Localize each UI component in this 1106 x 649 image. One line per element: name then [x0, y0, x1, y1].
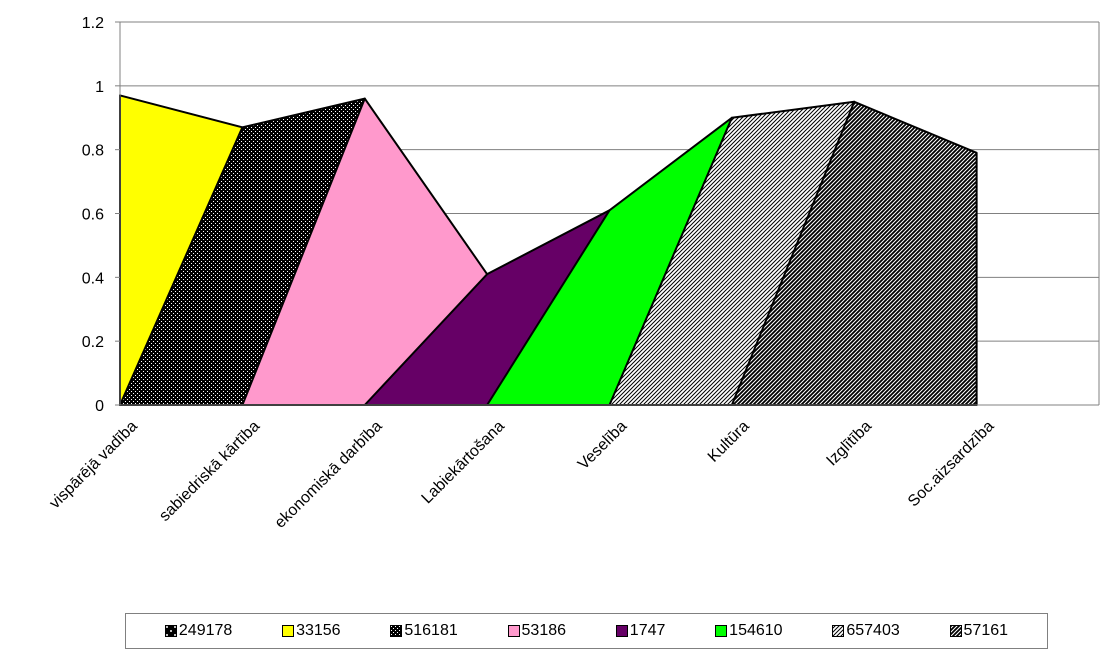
- x-tick-labels: vispārējā vadība sabiedriskā kārtība ekono…: [46, 418, 997, 532]
- legend-item: 53186: [507, 622, 567, 640]
- legend-swatch: [390, 625, 403, 637]
- area-series: [119, 94, 978, 406]
- legend-label: 516181: [404, 622, 458, 639]
- legend-swatch: [949, 625, 962, 637]
- legend-item: 154610: [715, 622, 783, 640]
- x-tick-label: Labiekārtošana: [419, 418, 508, 507]
- legend-swatch: [164, 625, 177, 637]
- x-tick-label: ekonomiskā darbība: [272, 418, 386, 532]
- x-tick-label: vispārējā vadība: [46, 418, 140, 512]
- legend: 249178 33156 516181 53186 1747 154610 657403 57…: [125, 613, 1048, 649]
- x-tick-label: Veselība: [575, 418, 630, 473]
- legend-label: 249178: [178, 622, 233, 639]
- x-tick-label: sabiedriskā kārtība: [156, 418, 263, 525]
- legend-swatch: [615, 625, 628, 637]
- x-tick-label: Izglītība: [823, 418, 875, 470]
- y-tick-label: 0.8: [82, 143, 104, 160]
- y-tick-label: 0.2: [82, 334, 104, 351]
- legend-item: 657403: [832, 622, 900, 640]
- legend-swatch: [832, 625, 845, 637]
- legend-item: 249178: [164, 622, 233, 640]
- y-tick-label: 0: [95, 398, 104, 415]
- legend-label: 33156: [296, 622, 341, 639]
- legend-label: 57161: [963, 622, 1009, 639]
- legend-label: 154610: [729, 622, 783, 639]
- x-tick-label: Kultūra: [705, 418, 753, 466]
- y-tick-label: 1: [95, 79, 104, 96]
- x-tick-label: Soc.aizsardzība: [905, 418, 998, 511]
- legend-item: 33156: [282, 622, 341, 640]
- legend-item: 1747: [615, 622, 666, 640]
- legend-swatch: [715, 625, 728, 637]
- y-tick-label: 0.6: [82, 207, 104, 224]
- legend-label: 53186: [521, 622, 567, 639]
- legend-swatch: [282, 625, 295, 637]
- legend-label: 1747: [629, 622, 666, 639]
- y-tick-labels: 0 0.2 0.4 0.6 0.8 1 1.2: [82, 15, 120, 415]
- legend-swatch: [507, 625, 520, 637]
- y-tick-label: 0.4: [82, 270, 104, 287]
- y-tick-label: 1.2: [82, 15, 104, 32]
- legend-item: 516181: [390, 622, 458, 640]
- legend-label: 657403: [846, 622, 900, 639]
- legend-item: 57161: [949, 622, 1009, 640]
